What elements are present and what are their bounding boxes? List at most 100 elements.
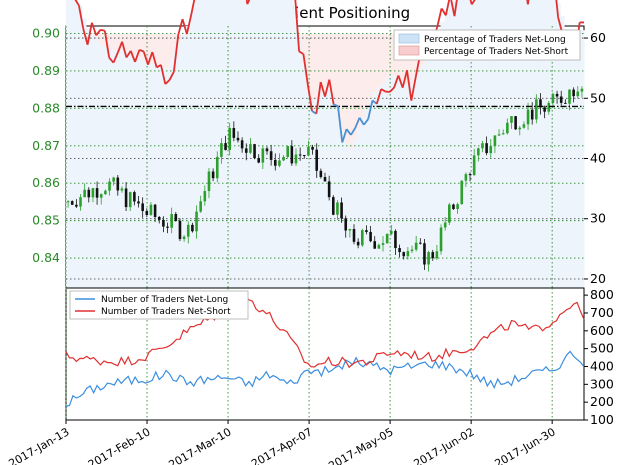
net-long-band [197,0,202,288]
candle-body [501,133,505,135]
candle-body [539,99,542,108]
candle-body [249,144,252,153]
candle-body [311,146,314,150]
date-tick-label: 2017-Jun-02 [411,425,476,465]
net-short-band [133,34,139,56]
candle-body [365,230,368,232]
net-short-band [121,34,127,51]
candle-body [555,93,559,97]
net-long-band [400,81,406,289]
percentage-segment [160,64,167,85]
net-short-band [309,34,314,103]
net-long-band [440,21,446,288]
percentage-segment [177,18,184,36]
candle-body [215,156,219,179]
net-short-band [153,34,159,65]
net-long-band [273,0,278,289]
net-long-band [376,87,382,289]
net-long-band [225,0,230,288]
net-long-band [173,50,179,288]
percentage-segment [315,81,322,114]
net-long-band [352,138,358,288]
net-long-band [129,53,135,288]
net-long-band [137,57,143,289]
net-long-band [360,117,366,288]
candle-body [485,143,488,154]
percentage-segment [112,52,119,64]
net-long-band [85,27,91,289]
net-long-band [249,0,254,288]
candle-body [128,192,132,208]
net-short-band [321,34,326,92]
count-tick-label: 400 [590,358,614,373]
net-long-band [552,0,557,289]
price-tick-label: 0.85 [32,213,60,228]
price-tick-label: 0.88 [32,100,60,115]
candle-body [315,149,319,171]
net-short-band [328,34,334,92]
net-short-band [348,34,354,149]
net-long-band [285,0,290,289]
net-long-band [117,50,123,289]
net-long-band [321,91,326,288]
candle-body [356,241,360,246]
candle-body [186,224,190,237]
candle-body [66,201,70,203]
net-long-band [504,0,509,288]
candle-body [464,174,468,181]
trader-count-axis: 100 200 300 400 500 600 700 800 [584,287,614,427]
trader-count-series-net-long [65,350,585,408]
percentage-segment [324,79,331,97]
percentage-segment [444,0,451,16]
net-long-band [344,143,350,288]
date-axis: 2017-Jan-13 2017-Feb-10 2017-Mar-10 2017-Ap… [7,420,558,465]
percentage-segment [78,5,85,29]
net-long-band [133,55,139,288]
net-long-band [372,92,378,288]
candle-body [112,177,115,182]
trader-count-series-net-short [65,296,585,369]
candle-body [427,252,430,265]
percentage-segment [129,50,136,63]
candle-body [286,146,290,157]
legend-label-count-net-short: Number of Traders Net-Short [101,307,231,317]
candle-body [273,159,277,166]
net-long-band [201,0,206,288]
net-long-band [265,0,270,288]
net-long-band [576,38,581,288]
price-tick-label: 0.84 [32,250,60,265]
net-long-band [181,34,187,288]
net-long-band [572,46,577,289]
percentage-segment [450,0,456,17]
candle-body [70,201,74,205]
net-long-band [540,0,545,288]
bottom-panel: 100 200 300 400 500 600 700 800 Number of Trade… [65,287,614,427]
percentage-segment [406,70,413,101]
net-long-band [189,13,195,289]
net-long-band [536,0,541,289]
pct-tick-label: 20 [590,271,606,286]
candle-body [402,252,406,257]
net-short-band [344,34,350,144]
net-long-band [544,0,549,289]
candle-body [360,230,364,246]
candle-body [431,252,435,259]
net-short-band [313,34,318,99]
candle-body [104,190,107,195]
candle-body [141,203,144,212]
candle-body [452,204,455,210]
candle-body [547,102,551,112]
net-long-band [205,0,210,288]
count-tick-label: 300 [590,376,614,391]
percentage-segment [147,51,154,65]
date-tick-label: 2017-Jan-13 [7,425,72,465]
net-short-band [297,34,302,37]
candle-body [302,155,306,157]
net-long-band [293,8,298,289]
candle-body [99,194,103,198]
percentage-segment [125,50,132,58]
net-long-band [364,106,370,289]
candle-body [282,156,285,161]
trader-count-lines [65,296,585,408]
candle-body [244,148,248,153]
